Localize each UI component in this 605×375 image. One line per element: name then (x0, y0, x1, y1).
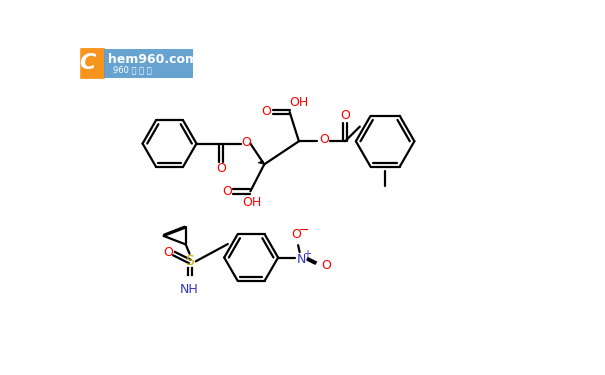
Text: −: − (299, 224, 310, 237)
Text: OH: OH (289, 96, 309, 109)
Text: OH: OH (242, 196, 261, 208)
Text: O: O (241, 135, 250, 148)
Text: O: O (292, 228, 301, 241)
Text: O: O (223, 185, 232, 198)
Polygon shape (258, 160, 264, 164)
Text: O: O (340, 110, 350, 122)
Text: N: N (296, 252, 306, 266)
Text: +: + (302, 249, 310, 259)
Text: O: O (261, 105, 272, 118)
Text: NH: NH (180, 284, 199, 296)
Text: O: O (321, 259, 331, 272)
FancyBboxPatch shape (80, 48, 105, 79)
Text: C: C (79, 54, 96, 74)
Bar (104, 49, 192, 78)
Text: O: O (216, 162, 226, 176)
Text: 960 化 工 网: 960 化 工 网 (113, 65, 152, 74)
Text: S: S (185, 254, 194, 268)
Text: O: O (319, 133, 329, 146)
Text: hem960.com: hem960.com (108, 53, 198, 66)
Text: O: O (163, 246, 173, 259)
